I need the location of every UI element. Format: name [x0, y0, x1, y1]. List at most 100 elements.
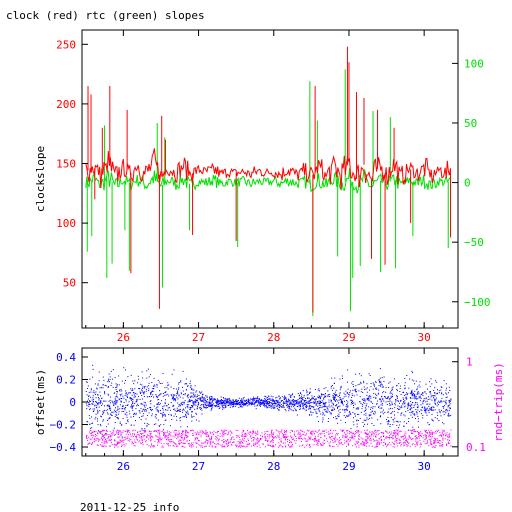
rndtrip-point: [170, 432, 172, 434]
rndtrip-point: [412, 438, 414, 440]
rndtrip-point: [96, 444, 98, 446]
rndtrip-point: [106, 442, 108, 444]
rndtrip-point: [99, 439, 101, 441]
offset-point: [381, 402, 383, 404]
rndtrip-point: [351, 431, 353, 433]
offset-point: [140, 393, 142, 394]
offset-point: [403, 414, 405, 416]
offset-point: [135, 414, 137, 416]
rndtrip-point: [221, 435, 223, 437]
rndtrip-point: [290, 445, 292, 447]
offset-point: [123, 407, 125, 409]
rndtrip-point: [439, 445, 441, 447]
rndtrip-point: [219, 433, 221, 435]
offset-point: [306, 404, 307, 406]
rndtrip-point: [314, 433, 315, 435]
rndtrip-point: [160, 431, 162, 433]
offset-point: [223, 398, 225, 400]
offset-point: [231, 401, 233, 403]
offset-point: [131, 394, 133, 396]
rndtrip-point: [362, 438, 364, 440]
offset-point: [177, 398, 179, 400]
offset-point: [331, 389, 333, 391]
offset-point: [220, 401, 222, 403]
offset-point: [102, 419, 104, 421]
rndtrip-point: [341, 442, 343, 443]
offset-point: [441, 397, 443, 399]
rndtrip-point: [358, 431, 360, 433]
offset-point: [100, 401, 102, 403]
rndtrip-point: [356, 430, 358, 432]
rndtrip-point: [139, 440, 141, 442]
offset-point: [139, 398, 141, 400]
offset-point: [418, 384, 420, 386]
rndtrip-point: [329, 432, 331, 434]
offset-point: [96, 405, 98, 407]
offset-point: [240, 406, 242, 408]
rndtrip-point: [242, 441, 243, 443]
offset-point: [363, 382, 365, 384]
rndtrip-point: [306, 432, 308, 434]
offset-point: [290, 396, 292, 398]
offset-point: [194, 396, 196, 398]
offset-point: [102, 403, 103, 405]
rndtrip-point: [349, 430, 350, 432]
offset-point: [333, 409, 335, 411]
rndtrip-point: [303, 433, 305, 435]
offset-point: [274, 405, 276, 407]
offset-point: [392, 396, 394, 397]
rndtrip-point: [192, 434, 194, 436]
rndtrip-point: [150, 432, 152, 434]
offset-point: [116, 384, 118, 386]
rndtrip-point: [430, 438, 432, 440]
offset-point: [295, 409, 297, 411]
rndtrip-point: [157, 442, 159, 444]
rndtrip-point: [141, 440, 143, 442]
rndtrip-point: [170, 435, 172, 437]
rndtrip-point: [380, 436, 382, 438]
rndtrip-point: [270, 445, 272, 447]
offset-point: [133, 413, 135, 415]
rndtrip-point: [442, 431, 444, 432]
rndtrip-point: [264, 440, 266, 441]
offset-point: [304, 400, 305, 401]
offset-point: [110, 435, 112, 437]
offset-point: [447, 414, 449, 416]
offset-point: [150, 374, 151, 376]
rndtrip-point: [371, 432, 373, 434]
rndtrip-point: [334, 438, 336, 439]
offset-point: [299, 397, 301, 399]
offset-point: [144, 410, 145, 412]
offset-point: [102, 413, 104, 415]
offset-point: [115, 399, 117, 401]
rndtrip-point: [290, 446, 292, 448]
rndtrip-point: [104, 441, 106, 443]
rndtrip-point: [160, 442, 162, 444]
offset-point: [252, 400, 254, 402]
offset-point: [114, 402, 116, 404]
rndtrip-point: [167, 434, 169, 436]
offset-point: [240, 402, 242, 404]
rndtrip-point: [140, 436, 142, 438]
offset-point: [173, 398, 175, 400]
offset-point: [239, 402, 241, 403]
offset-point: [383, 376, 385, 378]
offset-point: [440, 386, 442, 388]
offset-point: [236, 403, 237, 405]
rndtrip-point: [215, 446, 217, 448]
offset-point: [319, 396, 321, 398]
rndtrip-point: [205, 429, 207, 431]
rndtrip-point: [292, 431, 293, 432]
offset-point: [322, 401, 324, 403]
rndtrip-point: [442, 433, 444, 435]
rndtrip-point: [311, 433, 313, 435]
offset-point: [307, 401, 309, 403]
offset-point: [379, 377, 381, 379]
offset-point: [125, 369, 126, 371]
rndtrip-point: [246, 446, 248, 447]
offset-point: [213, 398, 215, 400]
rndtrip-point: [404, 431, 406, 433]
rndtrip-point: [149, 440, 151, 442]
rndtrip-point: [167, 443, 169, 445]
offset-point: [196, 396, 198, 398]
